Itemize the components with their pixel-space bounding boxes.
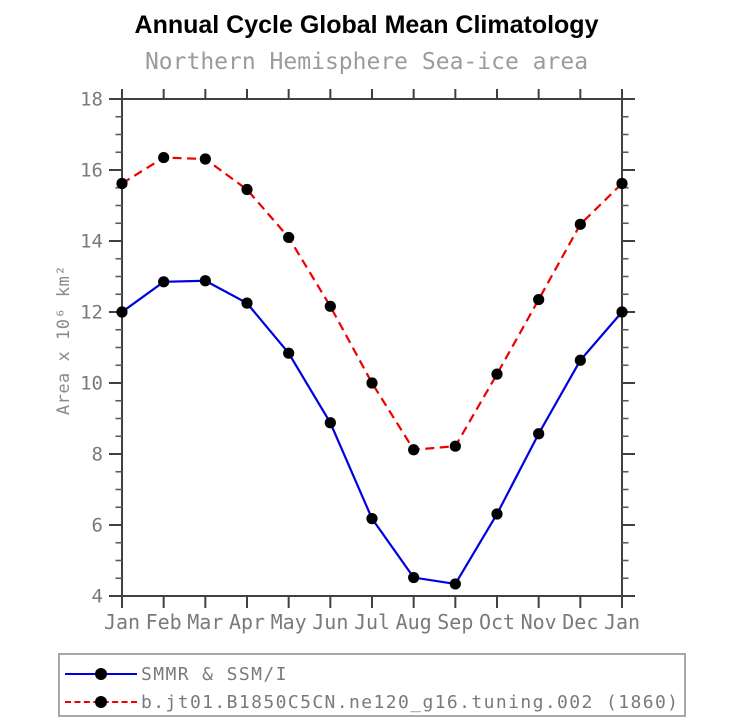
- data-point-marker: [574, 218, 586, 230]
- data-point-marker: [324, 300, 336, 312]
- y-tick-label: 16: [80, 160, 103, 182]
- y-tick-label: 14: [80, 231, 103, 253]
- y-tick-label: 6: [92, 515, 103, 537]
- x-tick-label: Jan: [604, 610, 640, 634]
- data-point-marker: [116, 177, 128, 190]
- data-point-marker: [199, 275, 211, 287]
- data-point-marker: [366, 513, 378, 525]
- y-tick-label: 8: [92, 444, 103, 466]
- y-tick-label: 4: [92, 586, 103, 608]
- data-point-marker: [491, 368, 503, 380]
- legend-label-model: b.jt01.B1850C5CN.ne120_g16.tuning.002 (1…: [141, 691, 680, 713]
- x-tick-label: Jul: [354, 610, 390, 634]
- data-point-marker: [283, 231, 295, 244]
- data-point-marker: [408, 444, 420, 456]
- y-tick-label: 12: [80, 302, 103, 324]
- data-point-marker: [574, 354, 586, 366]
- legend-circle-marker-icon: [95, 667, 107, 680]
- data-point-marker: [158, 276, 170, 288]
- x-tick-label: Apr: [229, 610, 265, 634]
- data-point-marker: [616, 177, 628, 190]
- series-line-0: [121, 279, 623, 586]
- legend-box: SMMR & SSM/I b.jt01.B1850C5CN.ne120_g16.…: [58, 653, 686, 717]
- data-point-marker: [116, 306, 128, 318]
- x-tick-label: May: [271, 610, 307, 634]
- legend-item-model: b.jt01.B1850C5CN.ne120_g16.tuning.002 (1…: [65, 688, 679, 716]
- data-point-marker: [449, 578, 461, 590]
- chart-title: Annual Cycle Global Mean Climatology: [134, 11, 599, 39]
- series-line-1: [121, 156, 623, 451]
- data-point-marker: [616, 306, 628, 318]
- legend-solid-line-sample: [65, 667, 137, 680]
- x-tick-label: Aug: [396, 610, 432, 634]
- data-point-marker: [241, 297, 253, 309]
- data-point-marker: [449, 440, 461, 452]
- data-point-marker: [366, 377, 378, 389]
- legend-label-observations: SMMR & SSM/I: [141, 663, 288, 685]
- data-point-marker: [283, 347, 295, 359]
- legend-dashed-line-sample: [65, 695, 137, 708]
- x-tick-label: Feb: [146, 610, 182, 634]
- x-tick-label: Nov: [521, 610, 557, 634]
- x-tick-label: Mar: [187, 610, 223, 634]
- y-tick-label: 18: [80, 89, 103, 111]
- data-point-marker: [533, 428, 545, 440]
- data-point-marker: [241, 183, 253, 196]
- data-point-marker: [491, 508, 503, 520]
- chart-subtitle: Northern Hemisphere Sea-ice area: [144, 49, 589, 75]
- x-tick-label: Jun: [312, 610, 348, 634]
- data-point-marker: [533, 293, 545, 306]
- data-point-marker: [324, 417, 336, 429]
- x-tick-label: Sep: [437, 610, 473, 634]
- x-tick-label: Dec: [562, 610, 598, 634]
- legend-item-observations: SMMR & SSM/I: [65, 660, 288, 688]
- legend-circle-marker-icon: [95, 695, 107, 708]
- x-tick-label: Oct: [479, 610, 515, 634]
- data-point-marker: [199, 153, 211, 165]
- x-tick-label: Jan: [104, 610, 140, 634]
- y-tick-label: 10: [80, 373, 103, 395]
- data-point-marker: [408, 571, 420, 584]
- data-point-marker: [158, 151, 170, 164]
